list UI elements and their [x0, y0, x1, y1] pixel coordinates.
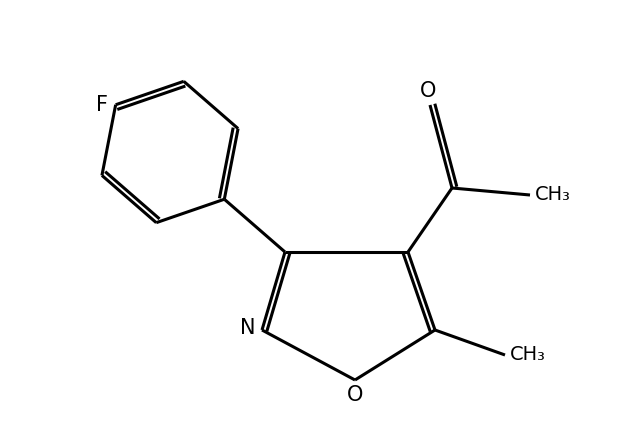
Text: F: F	[95, 95, 108, 115]
Text: O: O	[420, 81, 436, 101]
Text: CH₃: CH₃	[510, 346, 546, 365]
Text: CH₃: CH₃	[535, 186, 571, 205]
Text: O: O	[347, 385, 363, 405]
Text: N: N	[240, 318, 256, 338]
